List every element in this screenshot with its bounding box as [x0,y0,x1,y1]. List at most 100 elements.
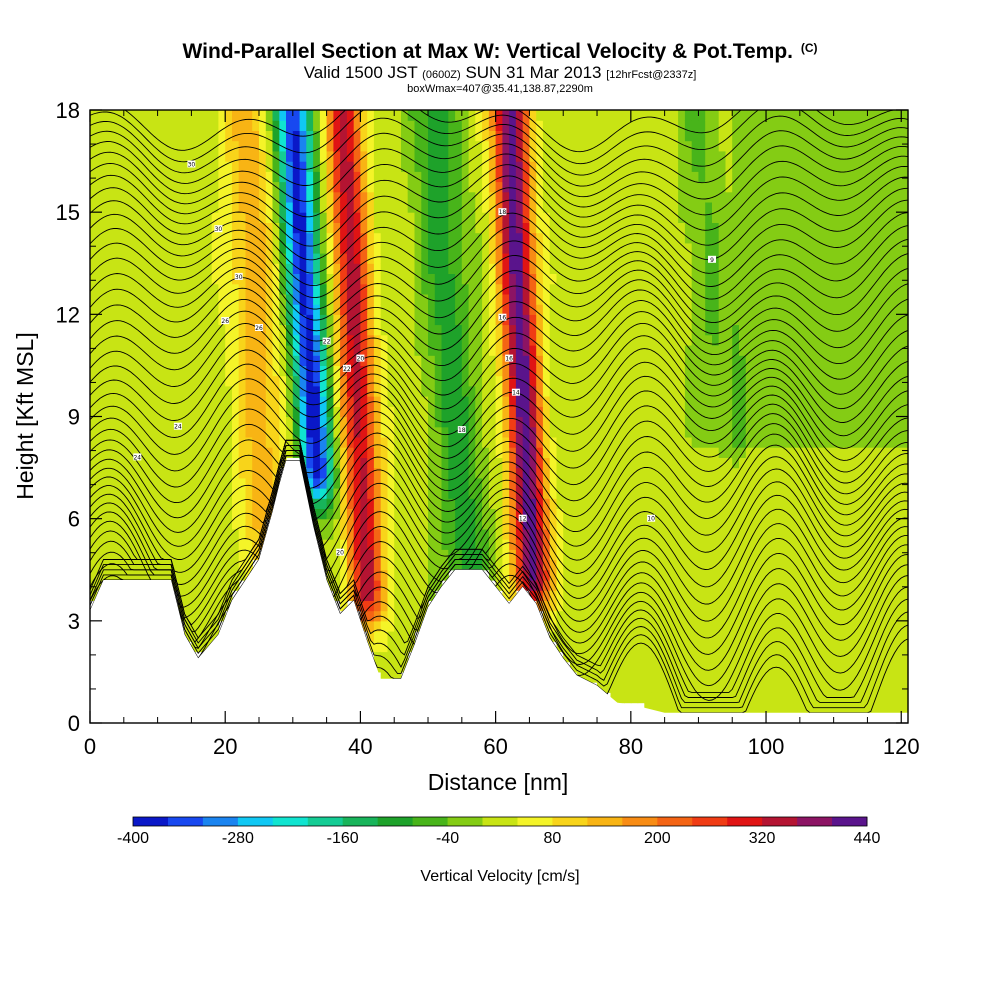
velocity-cell [360,365,368,377]
velocity-cell [455,375,463,387]
velocity-cell [434,191,443,203]
velocity-cell [232,304,240,315]
velocity-cell [191,212,199,223]
velocity-cell [313,212,321,223]
velocity-cell [678,212,686,223]
velocity-cell [191,528,199,540]
velocity-cell [705,477,713,489]
velocity-cell [286,201,294,213]
velocity-cell [204,559,213,571]
velocity-cell [130,488,138,499]
velocity-cell [590,539,598,550]
velocity-cell [103,447,111,458]
velocity-cell [252,130,260,142]
velocity-cell [353,396,362,407]
velocity-cell [482,528,490,540]
velocity-cell [570,304,578,315]
velocity-cell [624,477,632,489]
velocity-cell [509,539,517,550]
velocity-cell [475,396,483,407]
velocity-cell [319,457,328,469]
velocity-cell [576,508,585,520]
velocity-cell [299,222,307,234]
velocity-cell [610,569,618,581]
velocity-cell [428,334,436,346]
velocity-cell [637,631,645,642]
velocity-cell [630,477,639,489]
velocity-cell [218,375,226,387]
velocity-cell [272,324,280,336]
velocity-cell [657,549,666,561]
velocity-cell [536,355,544,366]
velocity-cell [360,590,368,601]
velocity-cell [684,324,693,336]
velocity-cell [570,406,578,418]
velocity-cell [407,436,416,448]
velocity-cell [563,518,571,530]
velocity-cell [367,385,375,397]
velocity-cell [712,620,720,632]
velocity-cell [380,293,389,305]
velocity-cell [556,110,564,121]
velocity-cell [272,457,280,469]
velocity-cell [671,120,679,131]
velocity-cell [380,110,389,121]
velocity-cell [150,140,159,152]
velocity-cell [380,508,389,520]
velocity-cell [407,263,416,274]
velocity-cell [644,150,652,162]
velocity-cell [340,110,348,121]
velocity-cell [238,355,247,366]
velocity-cell [522,334,531,346]
velocity-cell [725,671,733,683]
velocity-cell [482,191,490,203]
velocity-cell [739,345,747,356]
velocity-cell [482,150,490,162]
velocity-cell [556,283,564,295]
velocity-cell [583,181,591,193]
velocity-cell [394,498,402,509]
velocity-cell [583,222,591,234]
velocity-cell [455,232,463,244]
velocity-cell [401,539,409,550]
velocity-cell [407,549,416,561]
velocity-cell [394,171,402,183]
velocity-cell [657,447,666,458]
velocity-cell [96,171,105,183]
velocity-cell [401,457,409,469]
velocity-cell [752,661,760,673]
velocity-cell [461,457,470,469]
velocity-cell [549,498,558,509]
velocity-cell [279,253,287,264]
velocity-cell [624,467,632,479]
velocity-cell [644,396,652,407]
velocity-cell [664,549,672,561]
velocity-cell [184,171,192,183]
velocity-cell [380,559,389,571]
velocity-cell [745,620,754,632]
velocity-cell [171,283,179,295]
velocity-cell [448,345,456,356]
velocity-cell [664,293,672,305]
velocity-cell [536,304,544,315]
velocity-cell [319,222,328,234]
velocity-cell [671,375,679,387]
velocity-cell [691,161,700,172]
velocity-cell [387,641,395,653]
velocity-cell [556,375,564,387]
velocity-cell [495,385,503,397]
velocity-cell [549,590,558,601]
velocity-cell [110,528,118,540]
velocity-cell [367,518,375,530]
velocity-cell [353,222,362,234]
velocity-cell [198,140,206,152]
velocity-cell [515,549,524,561]
velocity-cell [570,528,578,540]
velocity-cell [637,161,645,172]
velocity-cell [644,191,652,203]
velocity-cell [144,447,152,458]
velocity-cell [313,283,321,295]
velocity-cell [502,324,510,336]
velocity-cell [522,314,531,326]
velocity-cell [360,212,368,223]
